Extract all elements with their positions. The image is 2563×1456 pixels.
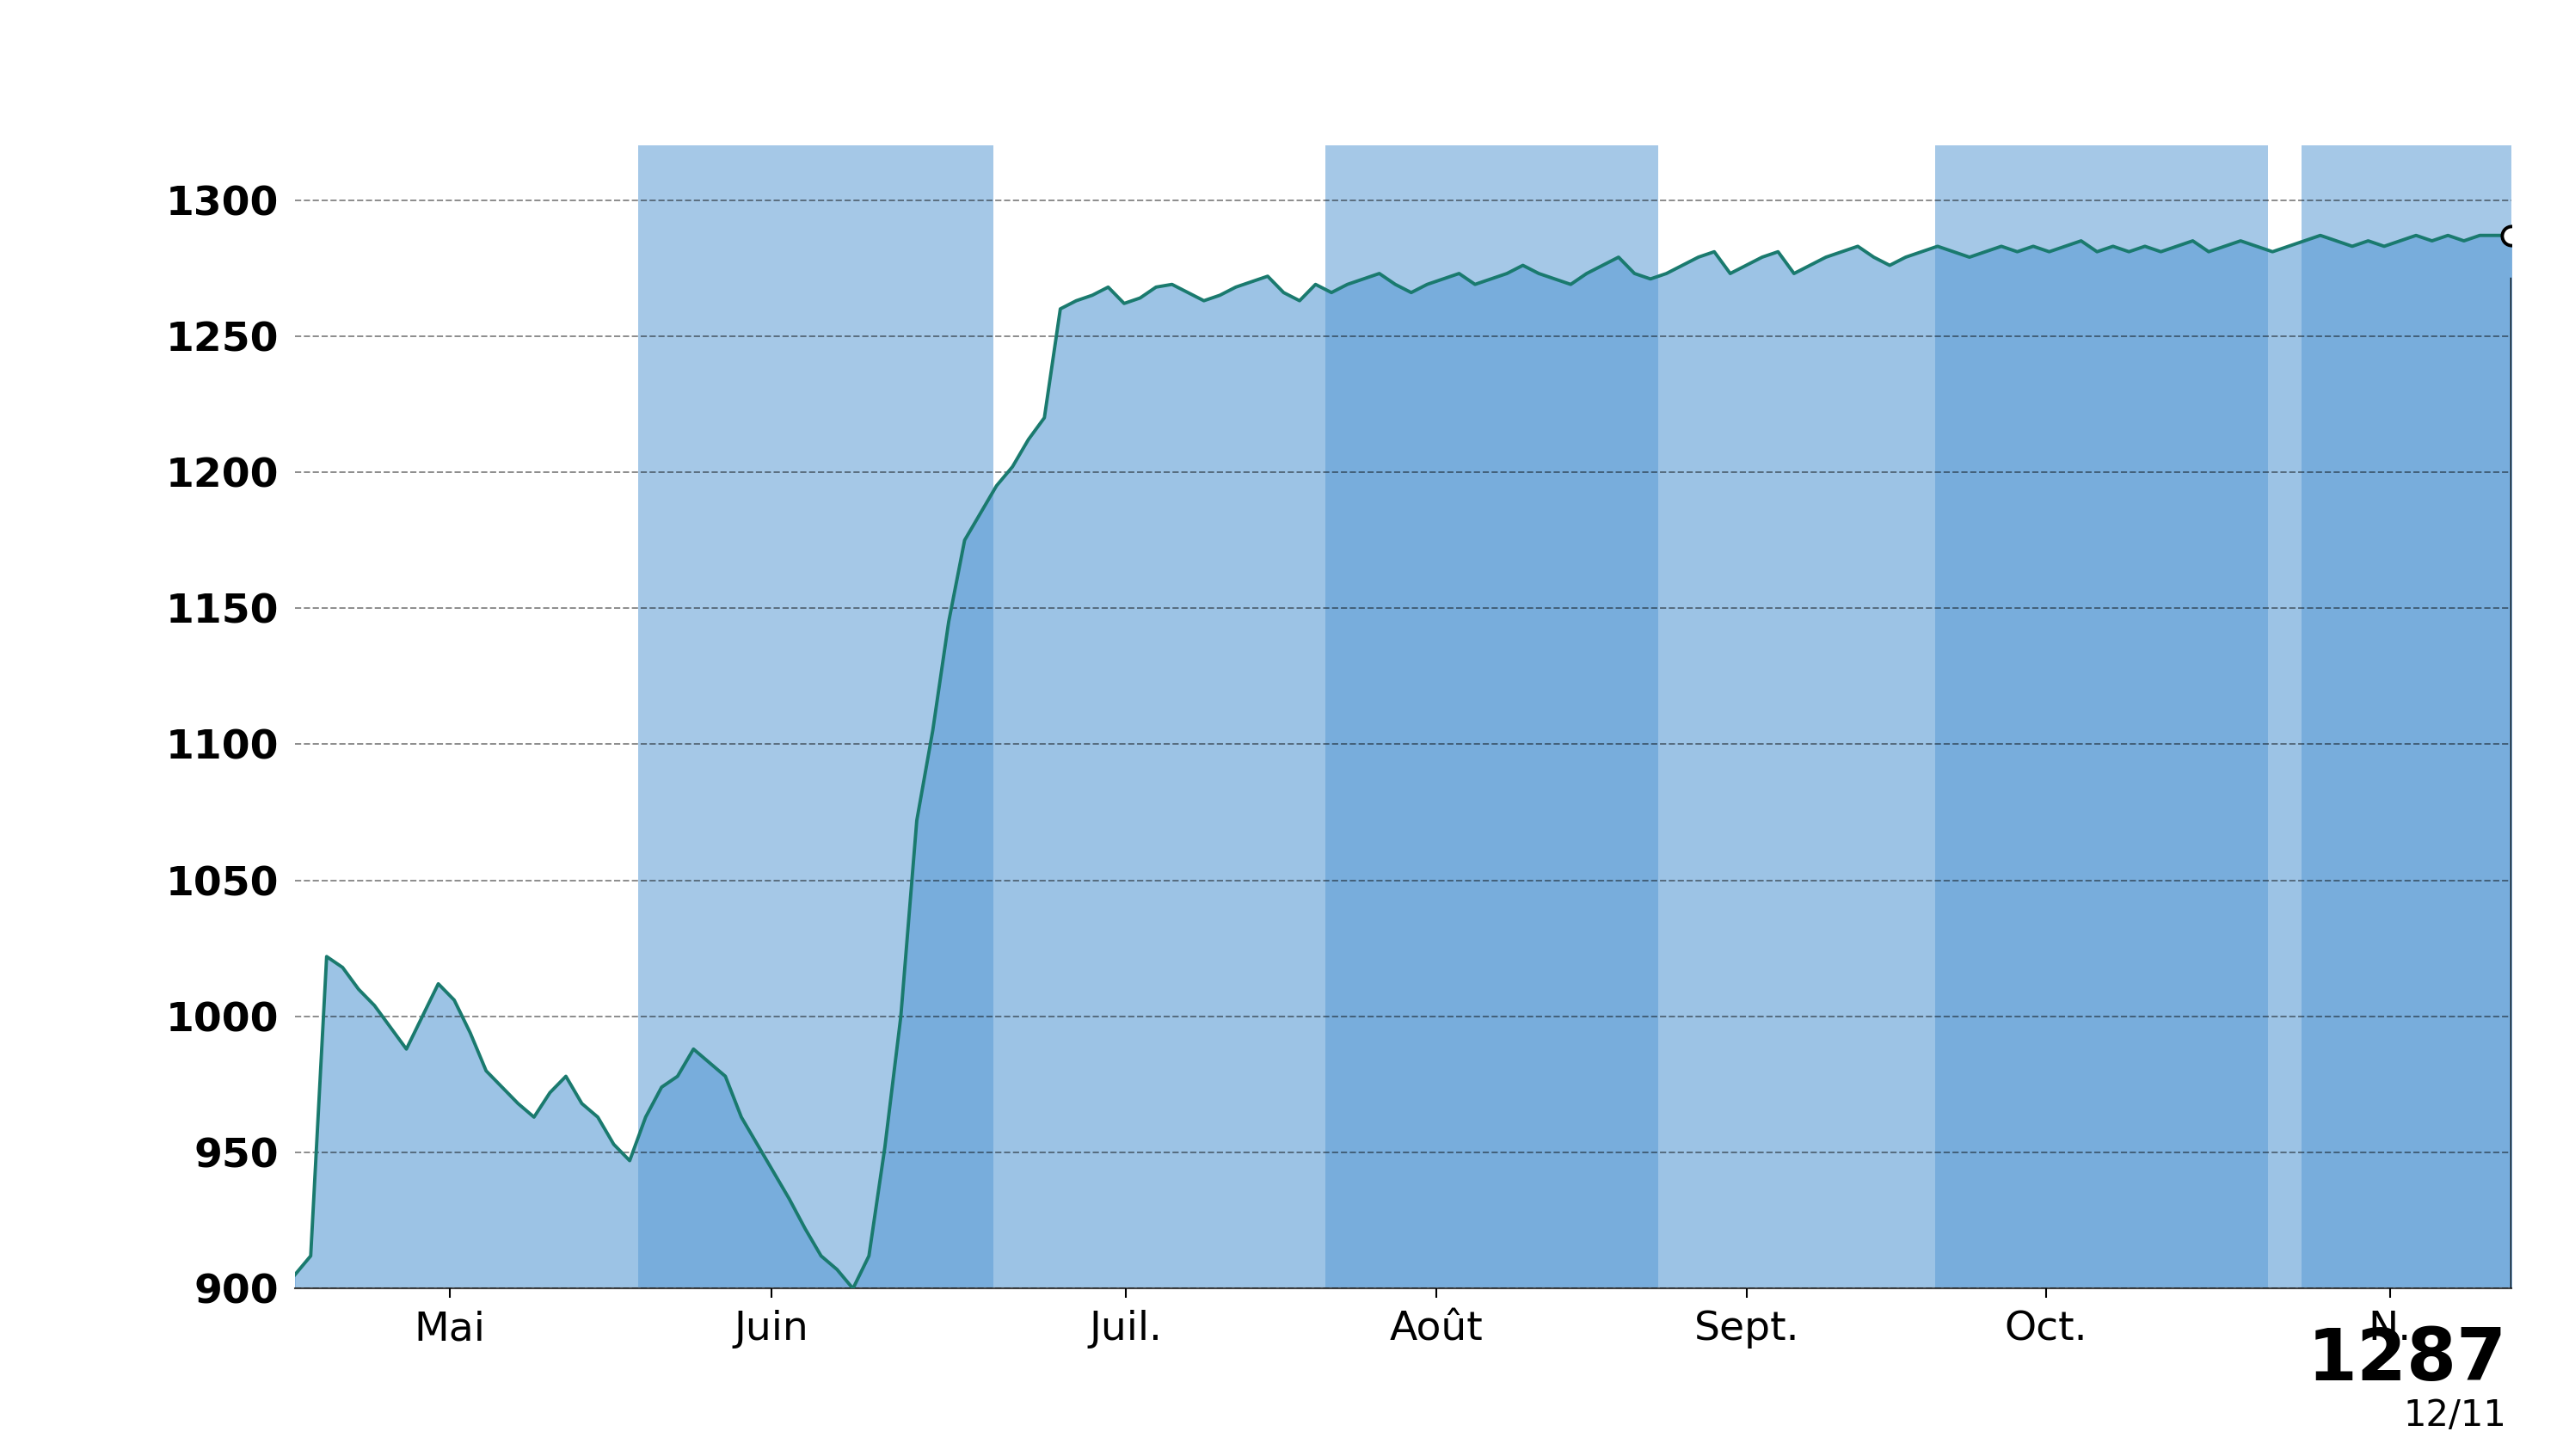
Bar	[1935, 146, 2268, 1289]
Bar	[1325, 146, 1658, 1289]
Text: 12/11: 12/11	[2404, 1398, 2507, 1434]
Bar	[638, 146, 992, 1289]
Bar	[2302, 146, 2512, 1289]
Text: Britvic PLC: Britvic PLC	[1005, 17, 1558, 106]
Text: 1287: 1287	[2307, 1325, 2507, 1395]
